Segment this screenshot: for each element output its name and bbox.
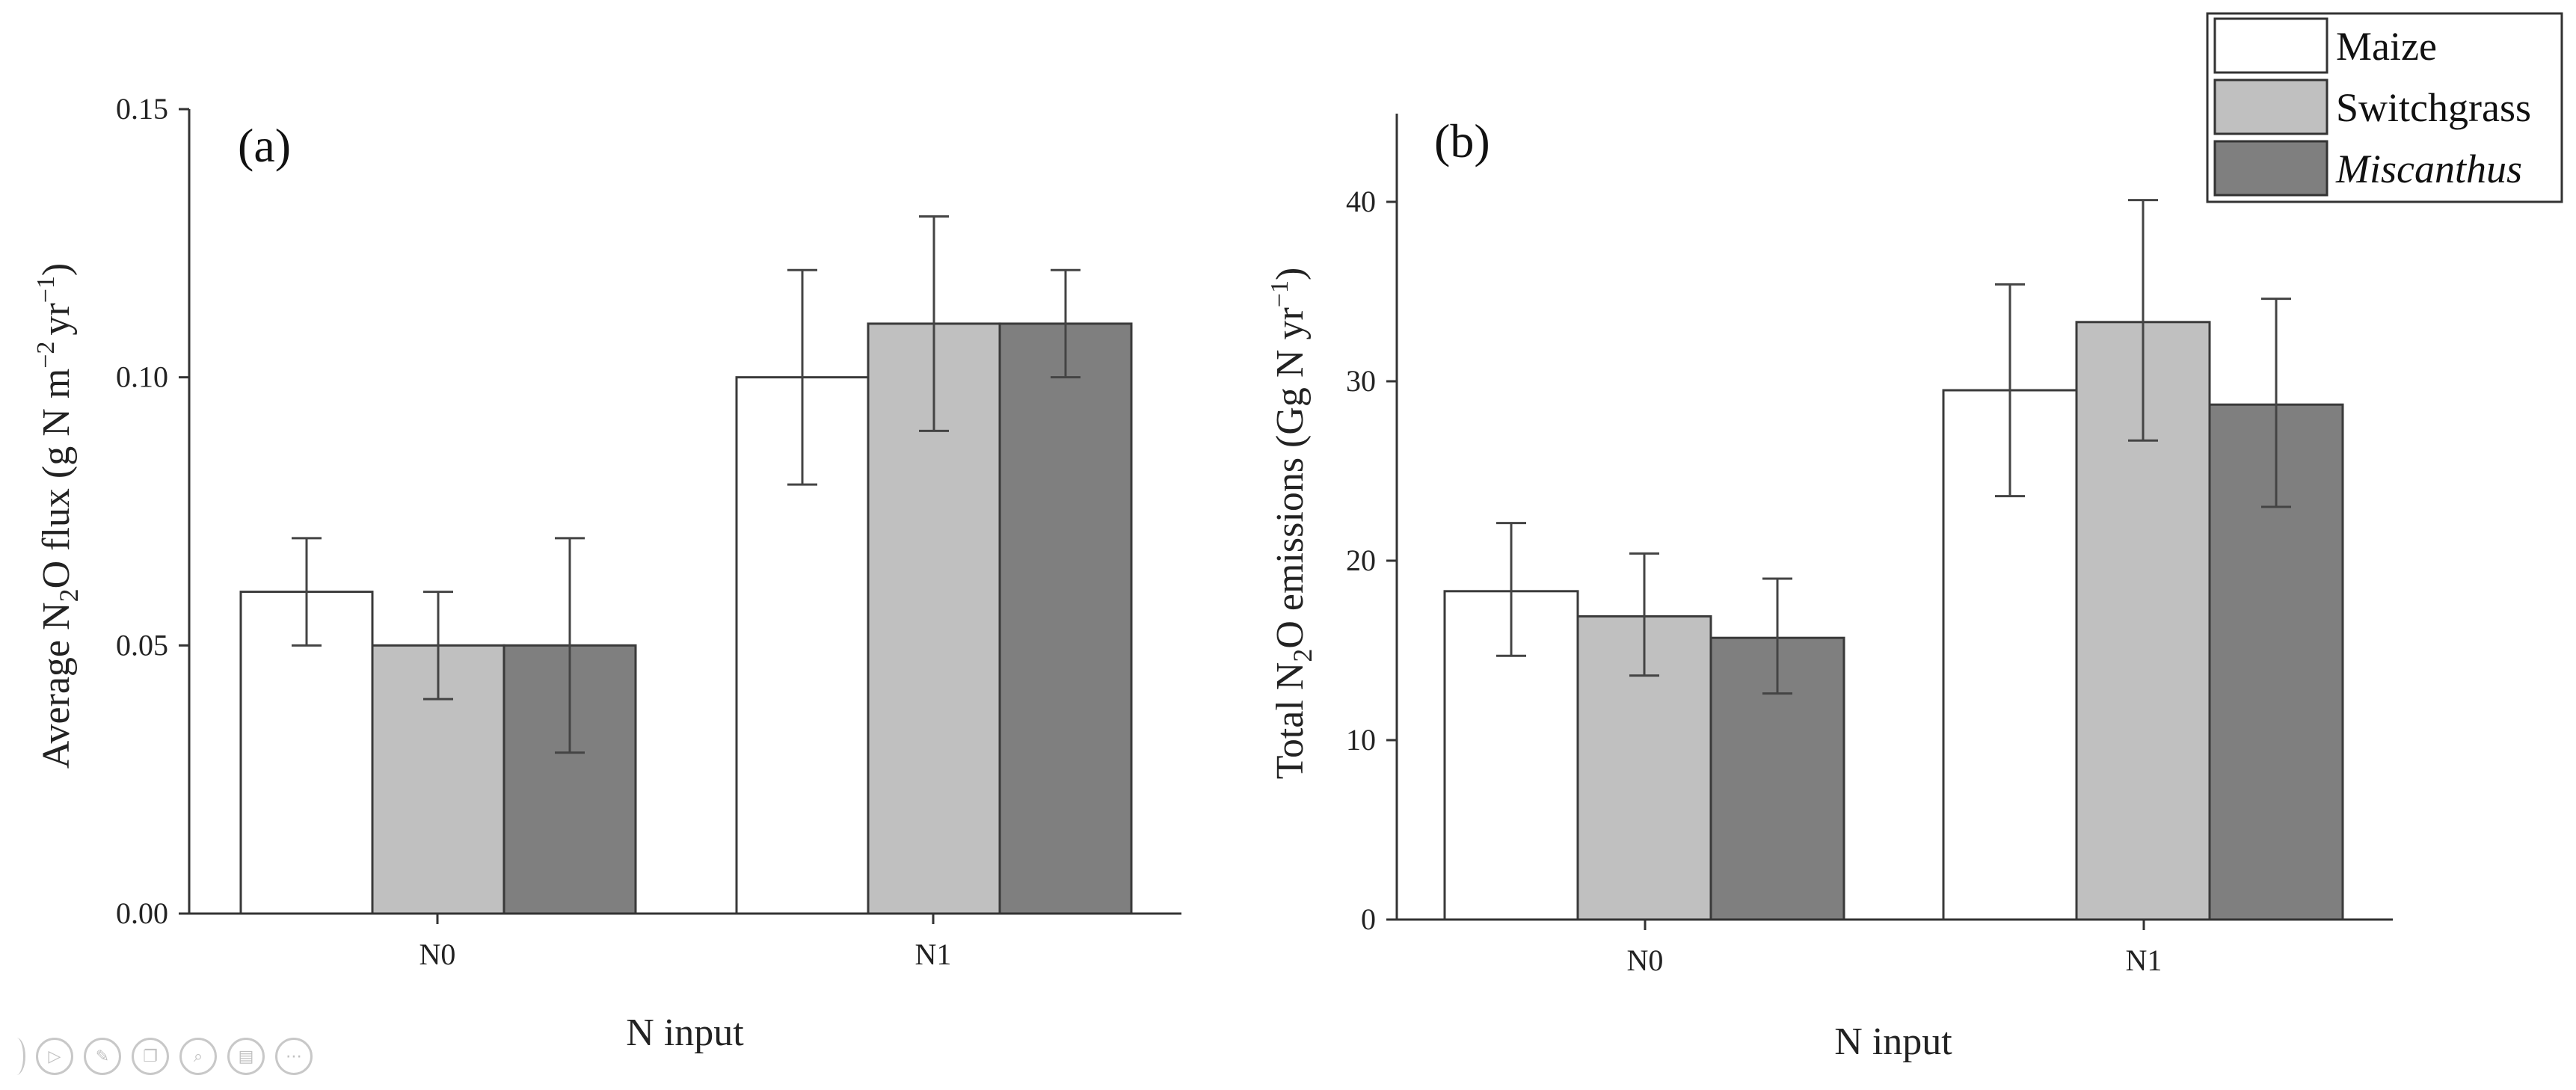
panel-b-errorbar-maize-n1	[1995, 283, 2025, 498]
legend-swatch-miscanthus	[2213, 140, 2328, 197]
panel-a-errorbar-maize-n0	[292, 537, 322, 647]
panel-b-y-tick-label: 0	[1361, 902, 1376, 936]
previous-icon[interactable]	[7, 1038, 25, 1075]
zoom-icon[interactable]: ⌕	[179, 1038, 217, 1075]
panel-b-y-tick-label: 40	[1346, 185, 1376, 218]
panel-b-errorbar-switchgrass-n0	[1629, 552, 1659, 677]
legend-label-maize: Maize	[2336, 24, 2437, 69]
panel-a-bar-miscanthus-n1	[998, 322, 1133, 915]
panel-b-x-axis-title: N input	[1834, 1020, 1952, 1063]
panel-a-y-tick-label: 0.00	[116, 896, 168, 930]
pen-icon[interactable]: ✎	[84, 1038, 121, 1075]
panel-a-chart: (a) 0.00 0.05 0.10 0.15 N0 N1 N input Averag…	[32, 92, 1181, 1054]
legend-label-switchgrass: Switchgrass	[2336, 85, 2531, 130]
legend: Maize Switchgrass Miscanthus	[2206, 12, 2563, 203]
viewer-toolbar: ▷ ✎ ❐ ⌕ ▤ ⋯	[7, 1035, 313, 1077]
panel-b-y-tick-label: 30	[1346, 364, 1376, 398]
panel-b-y-tick-label: 10	[1346, 723, 1376, 757]
panel-a-y-axis-title: Average N2O flux (g N m−2yr−1)	[32, 263, 84, 769]
panel-a-errorbar-switchgrass-n1	[919, 215, 949, 432]
panel-a-label: (a)	[238, 119, 291, 172]
panel-a-x-axis-title: N input	[626, 1012, 744, 1054]
panel-a-errorbar-miscanthus-n1	[1051, 268, 1080, 379]
panel-b-y-axis-title: Total N2O emissions (Gg N yr−1)	[1266, 268, 1318, 780]
panel-a-x-tick-label: N0	[419, 937, 456, 971]
slides-icon[interactable]: ▤	[227, 1038, 265, 1075]
panel-b-chart: (b) 0 10 20 30 40 N0 N1 N input Total N2O emi…	[1266, 114, 2393, 1063]
panel-b-label: (b)	[1434, 114, 1490, 167]
panel-b-x-tick-label: N1	[2126, 943, 2162, 977]
panel-a-errorbar-miscanthus-n0	[555, 537, 585, 754]
legend-swatch-switchgrass	[2213, 78, 2328, 135]
legend-label-miscanthus: Miscanthus	[2335, 147, 2522, 191]
panel-a-y-tick-label: 0.15	[116, 92, 168, 126]
play-icon[interactable]: ▷	[36, 1038, 73, 1075]
panel-b-errorbar-miscanthus-n1	[2261, 298, 2291, 508]
panel-a-x-tick-label: N1	[915, 937, 952, 971]
panel-b-errorbar-miscanthus-n0	[1762, 577, 1792, 695]
panel-b-x-tick-label: N0	[1627, 943, 1664, 977]
panel-b-errorbar-maize-n0	[1496, 522, 1526, 657]
more-icon[interactable]: ⋯	[275, 1038, 313, 1075]
panel-a-errorbar-switchgrass-n0	[423, 591, 453, 701]
copy-icon[interactable]: ❐	[132, 1038, 169, 1075]
panel-a-y-tick-label: 0.10	[116, 360, 168, 394]
panel-a-errorbar-maize-n1	[787, 268, 817, 486]
legend-swatch-maize	[2213, 17, 2328, 74]
panel-b-errorbar-switchgrass-n1	[2128, 199, 2158, 442]
panel-b-y-tick-label: 20	[1346, 544, 1376, 577]
panel-a-y-tick-label: 0.05	[116, 628, 168, 662]
